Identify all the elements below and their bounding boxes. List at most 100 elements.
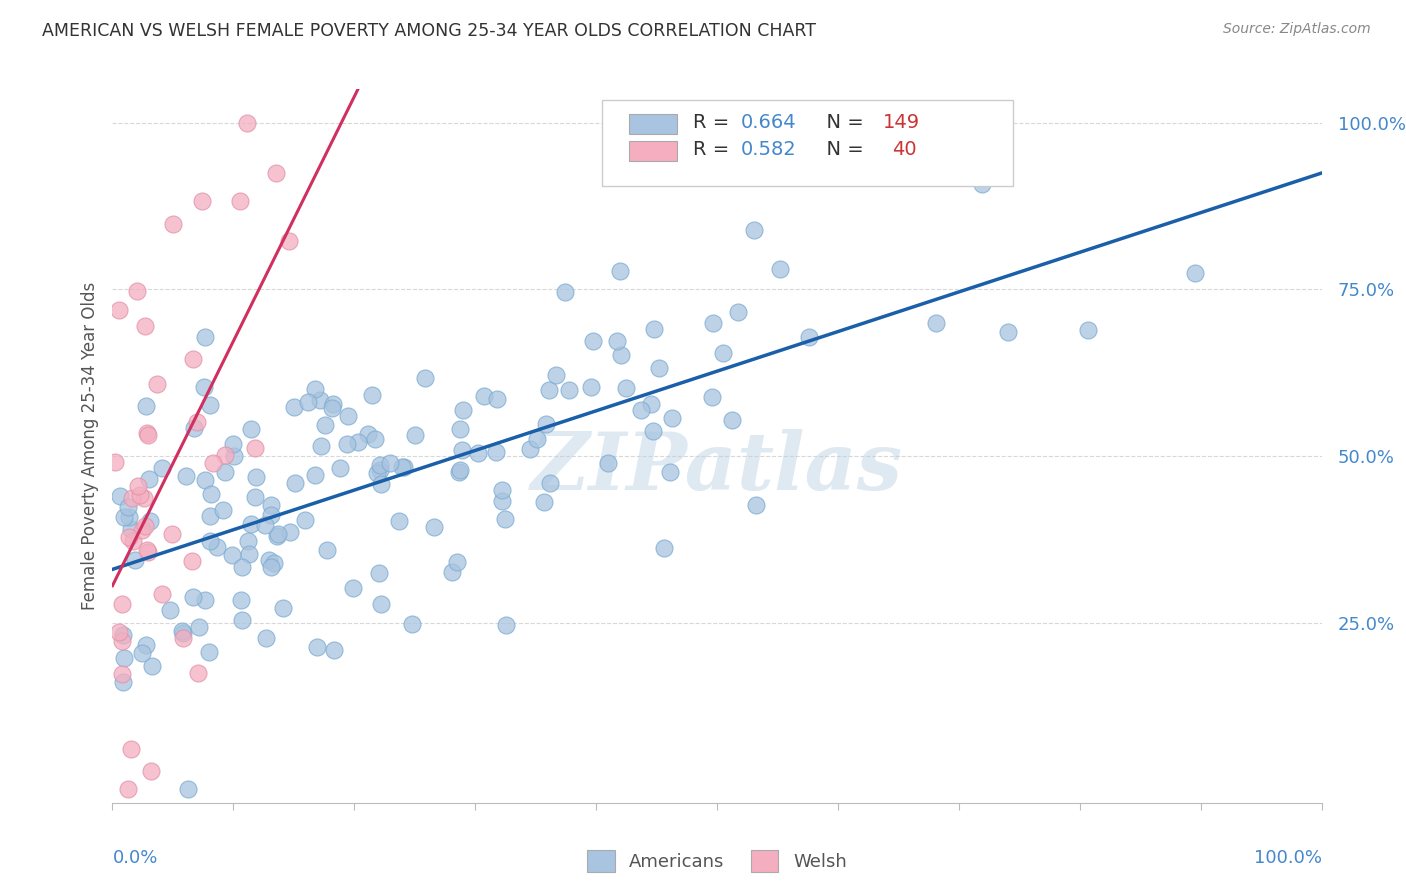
Point bbox=[253, 518, 276, 533]
Point bbox=[491, 494, 513, 508]
Point bbox=[129, 488, 152, 502]
Point bbox=[131, 646, 153, 660]
Point bbox=[160, 527, 183, 541]
Point bbox=[260, 508, 283, 523]
Text: ZIPatlas: ZIPatlas bbox=[531, 429, 903, 506]
Point bbox=[630, 402, 652, 417]
Point bbox=[378, 456, 401, 470]
Point bbox=[117, 782, 139, 797]
Point bbox=[342, 581, 364, 595]
Point bbox=[125, 285, 148, 299]
Point bbox=[236, 115, 259, 129]
Point bbox=[388, 514, 411, 528]
Point bbox=[533, 495, 555, 509]
Point bbox=[467, 446, 489, 460]
Point bbox=[177, 782, 200, 797]
Point bbox=[240, 422, 263, 436]
Point bbox=[111, 667, 134, 681]
Point bbox=[181, 590, 204, 604]
Point bbox=[582, 334, 605, 349]
Point bbox=[309, 439, 332, 453]
Point bbox=[702, 317, 724, 331]
Point bbox=[446, 555, 468, 569]
Text: 0.664: 0.664 bbox=[741, 113, 797, 132]
Point bbox=[581, 380, 603, 394]
Point bbox=[554, 285, 576, 299]
Point bbox=[214, 466, 236, 480]
FancyBboxPatch shape bbox=[602, 100, 1014, 186]
Point bbox=[139, 514, 162, 528]
Point bbox=[449, 422, 471, 436]
Point bbox=[284, 475, 307, 490]
Point bbox=[172, 632, 194, 646]
Point bbox=[364, 432, 387, 446]
Point bbox=[987, 115, 1010, 129]
Point bbox=[1077, 323, 1099, 337]
Point bbox=[186, 415, 208, 429]
Point bbox=[347, 435, 370, 450]
Point bbox=[423, 520, 446, 534]
Point bbox=[257, 553, 280, 567]
Text: 100.0%: 100.0% bbox=[1254, 849, 1322, 867]
Point bbox=[121, 491, 143, 505]
Point bbox=[135, 638, 157, 652]
Point bbox=[104, 455, 127, 469]
Point bbox=[228, 194, 250, 208]
Point bbox=[127, 479, 149, 493]
Point bbox=[309, 392, 332, 407]
Point bbox=[491, 483, 513, 497]
Point bbox=[193, 380, 215, 394]
Point bbox=[180, 554, 202, 568]
Point bbox=[108, 624, 131, 639]
Point bbox=[266, 527, 288, 541]
Point bbox=[254, 631, 277, 645]
Point bbox=[314, 417, 336, 432]
Legend: Americans, Welsh: Americans, Welsh bbox=[581, 843, 853, 880]
Point bbox=[134, 318, 156, 333]
Point bbox=[194, 593, 217, 607]
Point bbox=[266, 528, 288, 542]
Point bbox=[278, 234, 301, 248]
Point bbox=[441, 565, 464, 579]
Point bbox=[120, 522, 142, 536]
Point bbox=[141, 658, 163, 673]
Point bbox=[641, 425, 664, 439]
Point bbox=[162, 218, 184, 232]
Point bbox=[181, 351, 204, 366]
Point bbox=[307, 640, 329, 655]
Point bbox=[370, 477, 392, 491]
Point bbox=[200, 486, 222, 500]
Point bbox=[214, 448, 236, 462]
Point bbox=[174, 468, 197, 483]
Point bbox=[240, 516, 263, 531]
Point bbox=[198, 533, 221, 548]
Point bbox=[322, 397, 344, 411]
Point bbox=[610, 348, 633, 362]
Text: 40: 40 bbox=[893, 140, 917, 160]
Point bbox=[150, 587, 173, 601]
Point bbox=[138, 472, 160, 486]
Point bbox=[131, 523, 153, 537]
Point bbox=[711, 345, 734, 359]
Point bbox=[727, 305, 749, 319]
Point bbox=[451, 403, 474, 417]
Point bbox=[643, 322, 665, 336]
Point bbox=[172, 624, 194, 639]
Point bbox=[112, 675, 135, 690]
Point bbox=[321, 401, 343, 415]
Point bbox=[366, 466, 388, 480]
Point bbox=[187, 665, 209, 680]
FancyBboxPatch shape bbox=[628, 114, 678, 134]
Point bbox=[1184, 266, 1206, 280]
Text: R =: R = bbox=[693, 140, 735, 160]
Point bbox=[925, 316, 948, 330]
Point bbox=[392, 460, 415, 475]
Point bbox=[997, 326, 1019, 340]
Point bbox=[537, 383, 560, 397]
Point bbox=[744, 223, 766, 237]
Point bbox=[367, 566, 389, 581]
Point bbox=[304, 383, 326, 397]
Point bbox=[494, 512, 516, 526]
Point bbox=[546, 368, 568, 382]
Point bbox=[294, 513, 316, 527]
